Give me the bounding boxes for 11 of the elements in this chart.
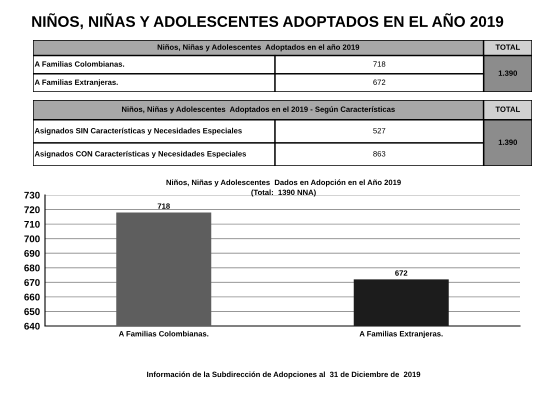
y-tick-label: 710 <box>24 220 40 228</box>
y-tick-label: 670 <box>24 279 40 286</box>
y-tick-label: 680 <box>24 264 40 272</box>
y-tick-label: 730 <box>24 192 40 199</box>
y-tick-label: 700 <box>24 235 40 242</box>
y-tick-label: 640 <box>24 322 40 330</box>
y-tick-label: 660 <box>24 294 40 301</box>
y-tick-label: 690 <box>24 250 40 257</box>
y-tick-label: 720 <box>24 206 40 214</box>
text: NIÑOS, NIÑAS Y ADOLESCENTES ADOPTADOS EN EL AÑO 2019 <box>32 13 504 30</box>
y-tick-label: 650 <box>24 308 40 316</box>
